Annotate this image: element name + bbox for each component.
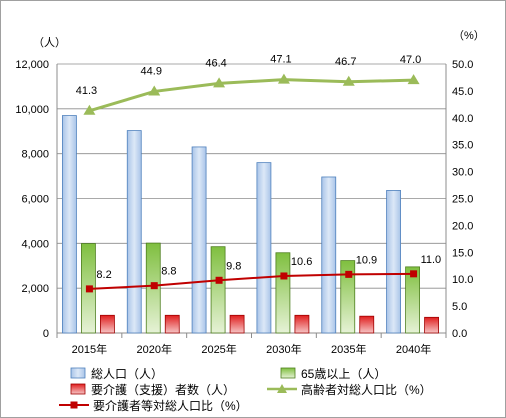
data-label: 44.9 [141, 65, 162, 77]
bar [275, 252, 291, 334]
x-tick-label: 2025年 [201, 342, 236, 356]
data-label: 46.4 [205, 57, 226, 69]
series-line [88, 78, 414, 113]
data-label: 11.0 [421, 254, 442, 266]
bar [294, 314, 310, 334]
point-marker [213, 77, 226, 88]
data-label: 46.7 [335, 56, 356, 68]
point-marker [215, 276, 223, 284]
bar [100, 314, 115, 334]
right-tick-label: 30.0 [452, 167, 473, 179]
data-labels: 41.3 44.9 46.4 47.1 46.7 47.0 8.2 8.8 9.8 10.6 10.… [76, 54, 441, 281]
right-tick-label: 50.0 [452, 59, 473, 71]
right-tick-label: 10.0 [452, 274, 473, 286]
bar [210, 246, 226, 334]
right-tick-label: 15.0 [452, 247, 473, 259]
left-tick-label: 0 [43, 328, 49, 340]
left-tick-label: 10,000 [15, 104, 49, 116]
bars [62, 115, 439, 334]
data-label: 8.2 [96, 269, 111, 281]
data-label: 47.0 [400, 54, 421, 66]
legend-swatch-total [70, 367, 86, 379]
lines [83, 73, 420, 293]
bar [340, 260, 356, 334]
left-tick-label: 6,000 [21, 194, 49, 206]
legend-label-total: 総人口（人） [91, 367, 163, 381]
point-marker [345, 270, 353, 278]
point-marker [277, 73, 290, 84]
bar [256, 162, 272, 334]
right-tick-label: 40.0 [452, 113, 473, 125]
point-marker [342, 75, 355, 86]
legend-swatch-elderly [280, 367, 296, 379]
point-marker [148, 85, 161, 96]
right-axis-unit: （%） [453, 29, 485, 42]
point-marker [150, 282, 158, 290]
bar [126, 130, 142, 334]
right-tick-label: 5.0 [452, 301, 467, 313]
left-tick-label: 4,000 [21, 238, 49, 250]
data-label: 9.8 [226, 260, 241, 272]
point-marker [85, 285, 93, 293]
data-label: 41.3 [76, 85, 97, 97]
gridlines [57, 63, 446, 289]
left-tick-label: 12,000 [15, 59, 49, 71]
legend-marker-elderly-ratio [277, 384, 287, 393]
axes: 0 2,000 4,000 6,000 8,000 10,000 12,000 0.0 5.0 1… [15, 59, 473, 356]
bar [405, 266, 420, 334]
bar [359, 315, 375, 334]
legend: 総人口（人） 65歳以上（人） 要介護（支援）者数（人） 高齢者対総人口比（%）… [59, 367, 432, 413]
point-marker [410, 270, 418, 278]
bar [191, 146, 207, 334]
bar [321, 176, 337, 334]
bar [229, 314, 245, 334]
left-tick-label: 2,000 [21, 283, 49, 295]
data-label: 8.8 [161, 266, 176, 278]
right-tick-label: 0.0 [452, 328, 467, 340]
point-marker [407, 74, 420, 85]
left-tick-label: 8,000 [21, 149, 49, 161]
point-marker [83, 104, 96, 115]
bar [62, 115, 77, 334]
legend-label-elderly-ratio: 高齢者対総人口比（%） [301, 382, 432, 397]
data-label: 10.6 [291, 256, 312, 268]
right-tick-label: 35.0 [452, 140, 473, 152]
x-tick-label: 2040年 [396, 342, 431, 356]
legend-label-care-ratio: 要介護者等対総人口比（%） [93, 398, 248, 413]
bar [164, 314, 180, 334]
legend-label-care: 要介護（支援）者数（人） [91, 382, 235, 397]
right-tick-label: 25.0 [452, 194, 473, 206]
left-axis-unit: （人） [33, 36, 66, 49]
x-tick-label: 2035年 [331, 342, 366, 356]
bar [386, 190, 401, 334]
data-label: 10.9 [356, 254, 377, 266]
point-marker [280, 272, 288, 280]
right-tick-label: 20.0 [452, 220, 473, 232]
right-tick-label: 45.0 [452, 86, 473, 98]
legend-swatch-care [70, 383, 86, 395]
legend-label-elderly: 65歳以上（人） [301, 367, 386, 381]
x-tick-label: 2020年 [137, 342, 172, 356]
data-label: 47.1 [270, 54, 291, 66]
x-tick-label: 2015年 [72, 342, 107, 356]
legend-marker-care-ratio [70, 401, 78, 409]
bar [424, 316, 439, 334]
x-tick-label: 2030年 [266, 342, 301, 356]
series-line [89, 272, 414, 290]
